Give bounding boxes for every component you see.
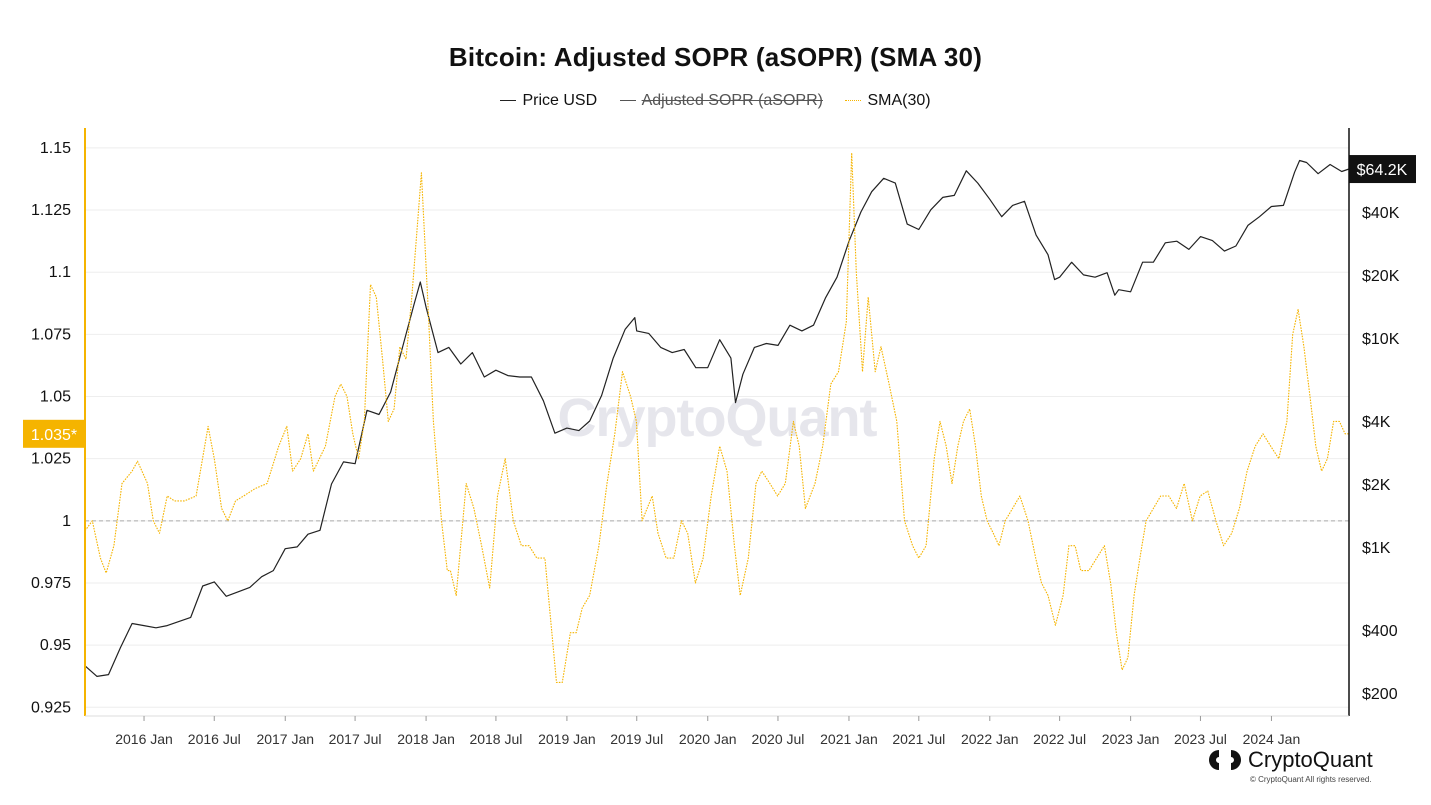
series-layer: [84, 152, 1350, 683]
x-tick-label: 2019 Jul: [610, 731, 663, 747]
legend-label-price: Price USD: [522, 91, 598, 109]
left-tick-label: 1.05: [40, 389, 71, 406]
right-tick-label: $400: [1362, 623, 1398, 640]
legend-item-price[interactable]: Price USD: [500, 92, 597, 110]
left-tick-label: 1.1: [49, 264, 71, 281]
left-current-label: 1.035*: [31, 427, 77, 444]
brand-block: CryptoQuant © CryptoQuant All rights res…: [1208, 747, 1408, 787]
legend-swatch-sma: [845, 100, 862, 101]
x-tick-label: 2018 Jan: [397, 731, 455, 747]
sma-series-line: [84, 152, 1349, 683]
legend-item-sma[interactable]: SMA(30): [845, 91, 931, 110]
brand-copyright: © CryptoQuant All rights reserved.: [1250, 775, 1372, 784]
x-tick-label: 2021 Jan: [820, 731, 878, 747]
right-tick-label: $200: [1362, 686, 1398, 703]
x-tick-label: 2023 Jul: [1174, 731, 1227, 747]
x-tick-label: 2017 Jan: [256, 731, 314, 747]
left-current-badge: [23, 419, 85, 448]
legend-item-asopr[interactable]: Adjusted SOPR (aSOPR): [619, 91, 823, 110]
left-tick-label: 0.95: [40, 637, 71, 654]
right-tick-label: $4K: [1362, 414, 1391, 431]
x-tick-label: 2023 Jan: [1102, 731, 1160, 747]
legend: Price USD Adjusted SOPR (aSOPR) SMA(30): [0, 88, 1431, 110]
x-tick-label: 2022 Jan: [961, 731, 1019, 747]
x-tick-label: 2019 Jan: [538, 731, 596, 747]
x-tick-label: 2024 Jan: [1243, 731, 1301, 747]
right-current-badge: [1349, 155, 1416, 184]
right-tick-label: $40K: [1362, 205, 1400, 222]
grid-layer: [85, 147, 1349, 708]
right-tick-label: $1K: [1362, 540, 1391, 557]
x-tick-label: 2022 Jul: [1033, 731, 1086, 747]
legend-swatch-asopr: [619, 100, 636, 101]
right-tick-label: $2K: [1362, 477, 1391, 494]
x-tick-label: 2016 Jul: [188, 731, 241, 747]
legend-label-asopr: Adjusted SOPR (aSOPR): [641, 91, 823, 109]
x-tick-label: 2017 Jul: [329, 731, 382, 747]
brand-name: CryptoQuant: [1248, 747, 1373, 772]
cryptoquant-logo-icon: [1209, 750, 1241, 770]
right-tick-label: $20K: [1362, 268, 1400, 285]
x-tick-label: 2020 Jan: [679, 731, 737, 747]
watermark-text: CryptoQuant: [558, 388, 878, 448]
left-tick-label: 1.025: [31, 451, 71, 468]
left-tick-label: 0.925: [31, 699, 71, 716]
left-tick-label: 1.075: [31, 326, 71, 343]
chart-title: Bitcoin: Adjusted SOPR (aSOPR) (SMA 30): [448, 42, 983, 72]
right-current-label: $64.2K: [1357, 162, 1408, 179]
legend-label-sma: SMA(30): [867, 91, 931, 109]
x-tick-label: 2020 Jul: [751, 731, 804, 747]
left-tick-label: 1: [62, 513, 71, 530]
price-series-line: [84, 159, 1350, 678]
x-tick-label: 2021 Jul: [892, 731, 945, 747]
left-tick-label: 1.15: [40, 140, 71, 157]
x-tick-label: 2018 Jul: [469, 731, 522, 747]
x-tick-label: 2016 Jan: [115, 731, 173, 747]
right-tick-label: $10K: [1362, 331, 1400, 348]
legend-swatch-price: [500, 100, 517, 101]
left-tick-label: 1.125: [31, 202, 71, 219]
axis-layer: 1.15 1.125 1.1 1.075 1.05 1.025 1 0.975 0.95 0.92…: [23, 128, 1416, 747]
left-tick-label: 0.975: [31, 575, 71, 592]
